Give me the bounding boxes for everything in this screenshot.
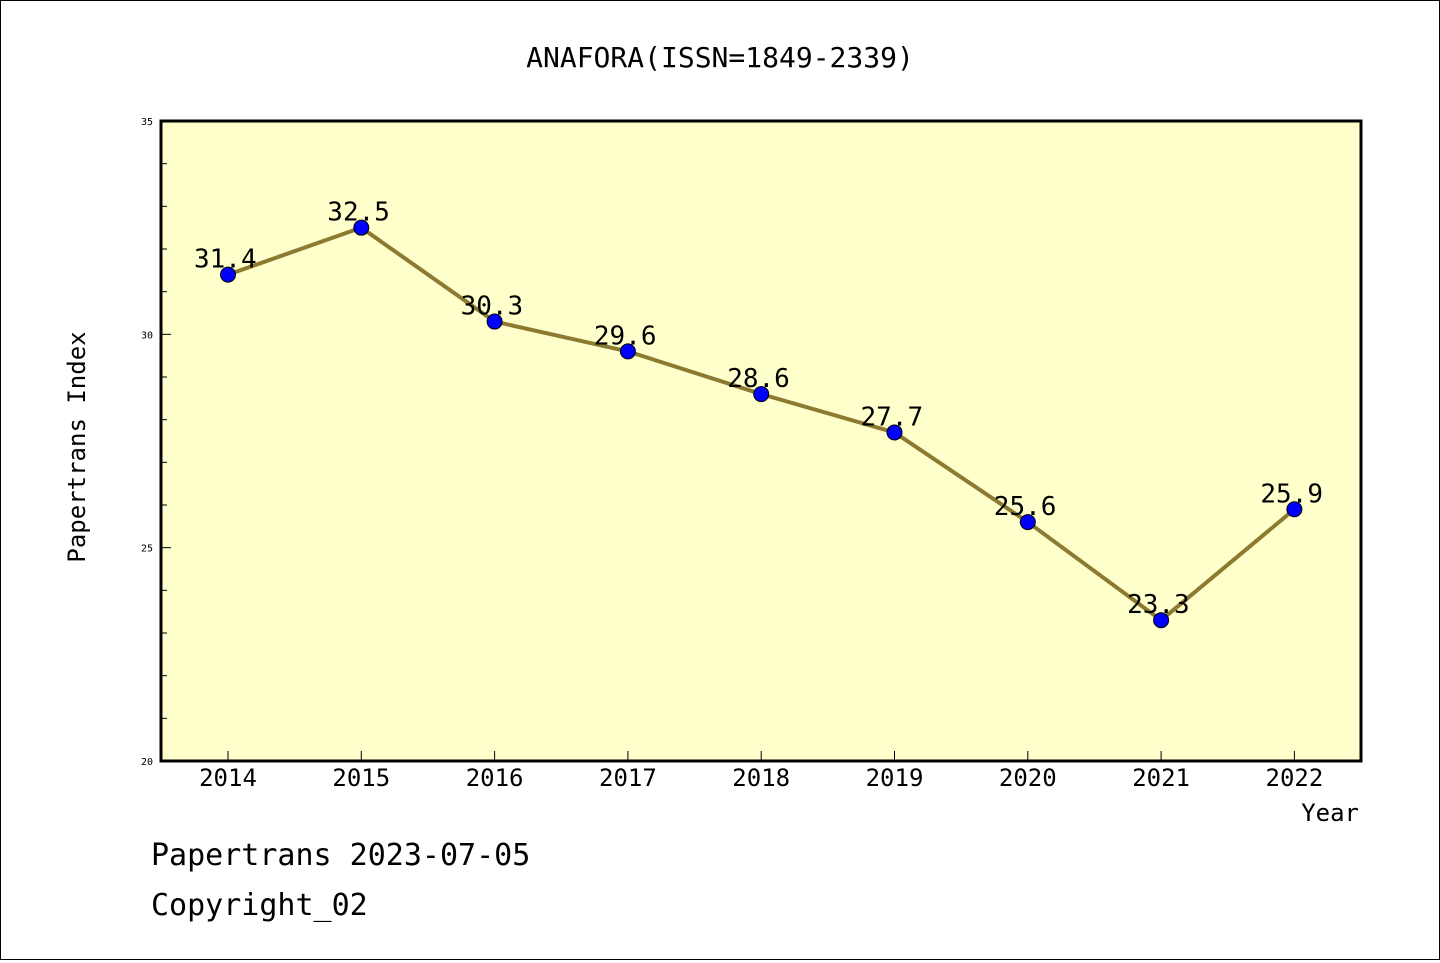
data-point [753,386,770,403]
footer-copyright: Copyright_02 [151,888,368,923]
data-point [1286,501,1303,518]
data-point [1153,612,1170,629]
x-axis-ticks: 2014 2015 2016 2017 2018 2019 2020 2021 2022 [199,751,1323,792]
x-axis-label: Year [1301,799,1359,827]
data-point [353,219,370,236]
data-label: 32.5 [327,198,390,228]
x-tick-label: 2022 [1266,764,1324,792]
data-point [1019,514,1036,531]
x-tick-label: 2020 [999,764,1057,792]
data-label: 23.3 [1127,590,1190,620]
y-axis-label: Papertrans Index [63,331,91,562]
y-tick-label: 30 [141,330,153,341]
data-label: 27.7 [861,402,924,432]
data-labels-layer: 31.4 32.5 30.3 29.6 28.6 27.7 25.6 23.3 25.9 [194,198,1323,621]
data-label: 28.6 [727,364,790,394]
chart-title: ANAFORA(ISSN=1849-2339) [526,41,914,74]
data-point [619,343,636,360]
x-tick-label: 2021 [1132,764,1190,792]
y-axis-ticks: 20 25 30 35 [141,117,171,768]
data-point [220,266,236,283]
x-tick-label: 2019 [866,764,924,792]
y-tick-label: 20 [141,757,153,768]
y-tick-label: 25 [141,544,153,555]
data-point [486,313,503,330]
x-tick-label: 2016 [466,764,524,792]
y-tick-label: 35 [141,117,153,128]
data-label: 25.9 [1260,479,1323,509]
data-point [886,424,903,441]
data-label: 25.6 [994,492,1057,522]
data-label: 31.4 [194,245,257,275]
x-tick-label: 2018 [732,764,790,792]
x-tick-label: 2015 [332,764,390,792]
x-tick-label: 2014 [199,764,257,792]
series-layer [220,219,1303,629]
x-tick-label: 2017 [599,764,657,792]
data-label: 29.6 [594,321,657,351]
footer-date: Papertrans 2023-07-05 [151,838,530,873]
data-label: 30.3 [461,292,524,322]
